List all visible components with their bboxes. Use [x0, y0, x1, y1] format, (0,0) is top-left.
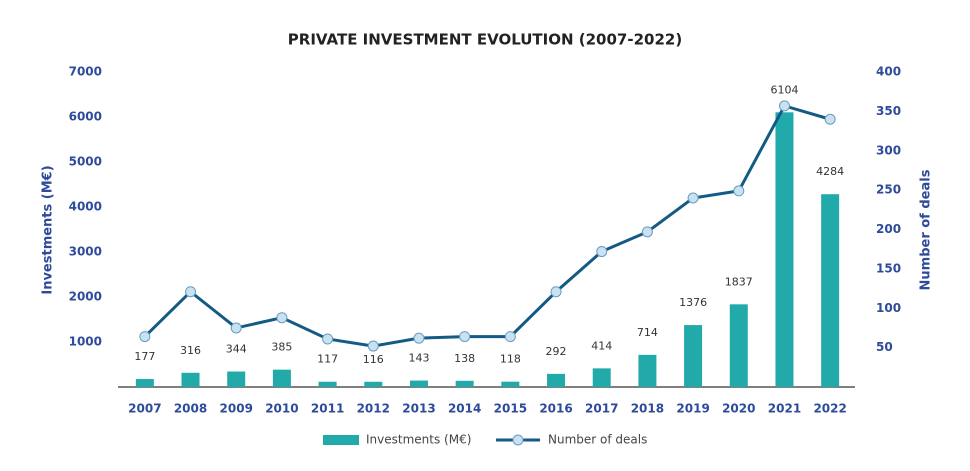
- y2-tick-label: 350: [876, 104, 901, 118]
- bar: [775, 112, 794, 387]
- x-tick-label: 2008: [174, 402, 207, 416]
- data-label: 116: [363, 353, 384, 366]
- data-label: 6104: [770, 83, 798, 96]
- x-tick-label: 2019: [676, 402, 709, 416]
- line-marker: [733, 185, 745, 197]
- line-marker: [550, 286, 562, 298]
- line-marker: [687, 192, 699, 204]
- x-tick-label: 2020: [722, 402, 755, 416]
- x-tick-label: 2018: [631, 402, 664, 416]
- line-marker: [276, 312, 288, 324]
- y2-tick-label: 200: [876, 222, 901, 236]
- x-tick-label: 2011: [311, 402, 344, 416]
- data-label: 143: [408, 352, 429, 365]
- x-tick-label: 2017: [585, 402, 618, 416]
- bar: [181, 372, 200, 387]
- line-marker: [413, 332, 425, 344]
- data-label: 138: [454, 352, 475, 365]
- y2-tick-label: 150: [876, 261, 901, 275]
- x-tick-label: 2007: [128, 402, 161, 416]
- data-label: 177: [134, 350, 155, 363]
- data-label: 714: [637, 326, 658, 339]
- bar: [638, 354, 657, 387]
- bar: [455, 380, 474, 387]
- bar: [729, 304, 748, 387]
- y2-tick-label: 300: [876, 143, 901, 157]
- y2-axis-title: Number of deals: [919, 169, 934, 290]
- bar: [821, 194, 840, 387]
- line-marker: [185, 286, 197, 298]
- y2-tick-label: 100: [876, 301, 901, 315]
- data-label: 1837: [725, 275, 753, 288]
- y-axis-title: Investments (M€): [41, 165, 56, 294]
- data-label: 4284: [816, 165, 844, 178]
- x-tick-label: 2012: [357, 402, 390, 416]
- line: [143, 104, 831, 348]
- y-tick-label: 6000: [69, 110, 102, 124]
- data-label: 117: [317, 353, 338, 366]
- x-tick-label: 2015: [494, 402, 527, 416]
- bar: [501, 381, 520, 387]
- line-marker: [504, 331, 516, 343]
- line-marker: [596, 246, 608, 258]
- bar: [409, 380, 428, 387]
- data-label: 316: [180, 344, 201, 357]
- bar: [227, 371, 246, 387]
- data-label: 118: [500, 353, 521, 366]
- bar: [318, 381, 337, 387]
- y2-tick-label: 250: [876, 183, 901, 197]
- bar: [272, 369, 291, 387]
- legend-label: Number of deals: [548, 433, 647, 447]
- line-marker: [459, 331, 471, 343]
- x-tick-label: 2021: [768, 402, 801, 416]
- y-tick-label: 2000: [69, 290, 102, 304]
- y2-tick-label: 400: [876, 65, 901, 79]
- chart-title: PRIVATE INVESTMENT EVOLUTION (2007-2022): [288, 31, 682, 49]
- y-tick-label: 3000: [69, 245, 102, 259]
- line-marker: [139, 331, 151, 343]
- line-marker: [322, 333, 334, 345]
- line-marker: [824, 113, 836, 125]
- legend-swatch: [323, 435, 359, 445]
- y-tick-label: 7000: [69, 65, 102, 79]
- line-marker: [367, 340, 379, 352]
- x-tick-label: 2009: [220, 402, 253, 416]
- legend-marker: [512, 434, 524, 446]
- data-label: 1376: [679, 296, 707, 309]
- y-tick-label: 1000: [69, 335, 102, 349]
- line-marker: [641, 226, 653, 238]
- x-tick-label: 2022: [813, 402, 846, 416]
- y2-tick-label: 50: [876, 340, 893, 354]
- x-tick-label: 2016: [539, 402, 572, 416]
- data-label: 292: [546, 345, 567, 358]
- legend-label: Investments (M€): [366, 433, 471, 447]
- x-tick-label: 2010: [265, 402, 298, 416]
- line-marker: [230, 322, 242, 334]
- y-tick-label: 4000: [69, 200, 102, 214]
- line-marker: [778, 100, 790, 112]
- bar: [547, 373, 566, 387]
- data-label: 344: [226, 343, 247, 356]
- bar: [135, 379, 154, 387]
- y-tick-label: 5000: [69, 155, 102, 169]
- bar: [592, 368, 611, 387]
- data-label: 414: [591, 339, 612, 352]
- bar: [364, 381, 383, 387]
- x-tick-label: 2014: [448, 402, 481, 416]
- x-tick-label: 2013: [402, 402, 435, 416]
- data-label: 385: [271, 341, 292, 354]
- bar: [684, 325, 703, 387]
